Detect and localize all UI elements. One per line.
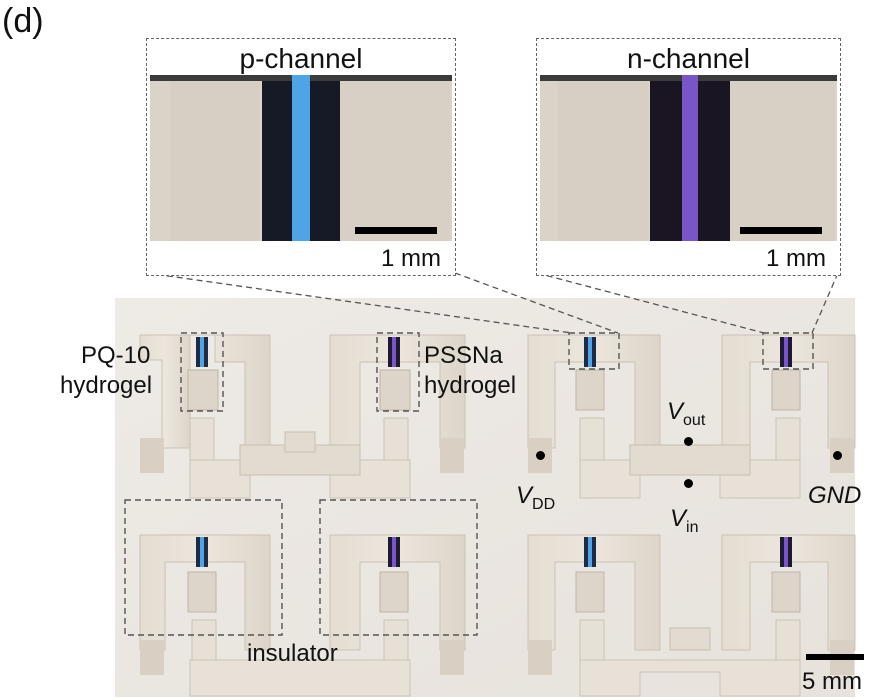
n-channel-title: n-channel (627, 43, 750, 74)
highlight-boxes (124, 332, 814, 636)
vin-label: Vin (670, 505, 699, 536)
inverter-bottom-left (139, 534, 466, 697)
p-channel-photo (150, 75, 452, 272)
gnd-dot (833, 451, 842, 460)
leader-lines (146, 272, 839, 334)
n-channel-photo (540, 75, 837, 272)
n-channel-inset: n-channel 1 mm (536, 38, 841, 276)
n-channel-scale-label: 1 mm (766, 245, 826, 272)
vin-dot (684, 479, 693, 488)
inverter-top-left (139, 334, 466, 499)
main-scale-label: 5 mm (802, 668, 862, 695)
vdd-label: VDD (516, 482, 556, 513)
p-channel-inset: p-channel 1 mm (146, 38, 456, 276)
inverter-top-right (527, 334, 856, 499)
p-channel-scale-label: 1 mm (381, 245, 441, 272)
gnd-label: GND (808, 482, 862, 509)
panel-label: (d) (2, 2, 44, 40)
hydrogel-left-label: hydrogel (60, 372, 153, 399)
pssna-label: PSSNa (424, 342, 503, 369)
inverter-bottom-right (527, 534, 856, 697)
vout-label: Vout (667, 398, 706, 429)
pq10-label: PQ-10 (81, 342, 151, 369)
insulator-label: insulator (247, 640, 338, 667)
hydrogel-right-label: hydrogel (424, 372, 517, 399)
p-channel-title: p-channel (239, 43, 363, 74)
vout-dot (684, 437, 693, 446)
vdd-dot (536, 451, 545, 460)
scale-bar-main (806, 654, 864, 660)
